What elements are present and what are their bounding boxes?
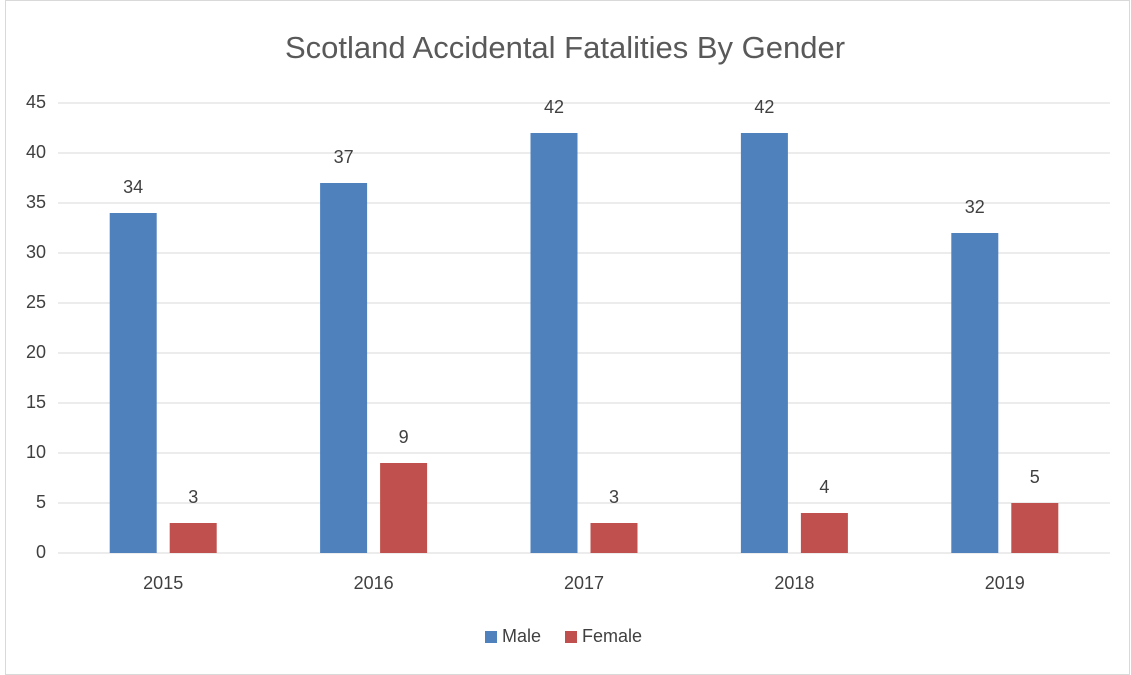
legend-swatch bbox=[565, 631, 577, 643]
y-tick-label: 5 bbox=[36, 492, 46, 512]
data-label: 34 bbox=[123, 177, 143, 197]
bar bbox=[109, 213, 157, 553]
x-tick-label: 2017 bbox=[564, 573, 604, 593]
bar bbox=[1011, 503, 1059, 553]
data-label: 4 bbox=[819, 477, 829, 497]
bar bbox=[530, 133, 578, 553]
y-tick-label: 45 bbox=[26, 92, 46, 112]
bar bbox=[740, 133, 788, 553]
bar bbox=[320, 183, 368, 553]
legend-swatch bbox=[485, 631, 497, 643]
data-label: 42 bbox=[544, 97, 564, 117]
bar bbox=[590, 523, 638, 553]
y-tick-label: 25 bbox=[26, 292, 46, 312]
y-tick-label: 20 bbox=[26, 342, 46, 362]
bar bbox=[380, 463, 428, 553]
bar bbox=[169, 523, 217, 553]
legend-label: Male bbox=[502, 626, 541, 646]
y-tick-label: 0 bbox=[36, 542, 46, 562]
y-tick-label: 40 bbox=[26, 142, 46, 162]
data-label: 9 bbox=[399, 427, 409, 447]
bar bbox=[951, 233, 999, 553]
legend-label: Female bbox=[582, 626, 642, 646]
y-tick-label: 30 bbox=[26, 242, 46, 262]
x-tick-label: 2019 bbox=[985, 573, 1025, 593]
y-tick-label: 35 bbox=[26, 192, 46, 212]
x-tick-label: 2018 bbox=[774, 573, 814, 593]
data-label: 5 bbox=[1030, 467, 1040, 487]
y-tick-label: 15 bbox=[26, 392, 46, 412]
data-label: 3 bbox=[188, 487, 198, 507]
data-label: 37 bbox=[334, 147, 354, 167]
data-label: 42 bbox=[754, 97, 774, 117]
data-label: 32 bbox=[965, 197, 985, 217]
x-tick-label: 2015 bbox=[143, 573, 183, 593]
x-tick-label: 2016 bbox=[354, 573, 394, 593]
chart-title: Scotland Accidental Fatalities By Gender bbox=[285, 30, 845, 65]
bar bbox=[800, 513, 848, 553]
y-tick-label: 10 bbox=[26, 442, 46, 462]
data-label: 3 bbox=[609, 487, 619, 507]
